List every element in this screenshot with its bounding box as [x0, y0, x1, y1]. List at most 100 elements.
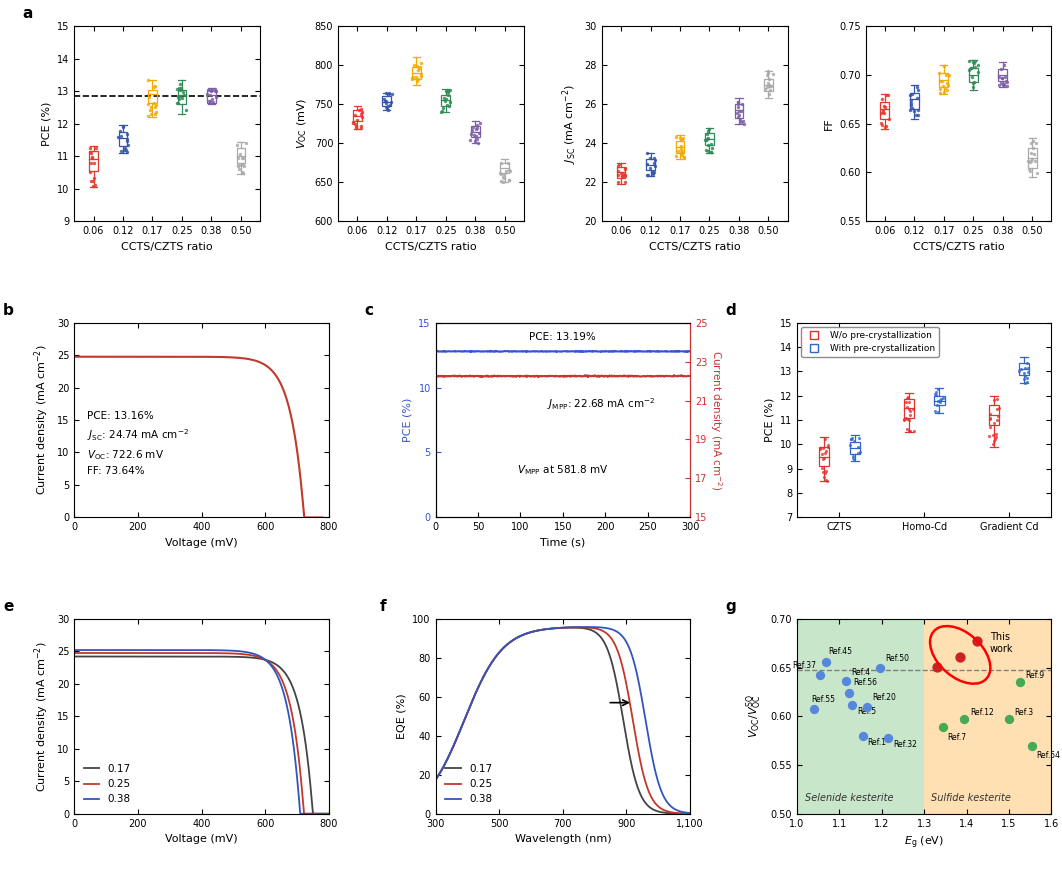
Point — [84, 151, 101, 165]
Point — [813, 461, 830, 475]
Text: $V_\mathrm{MPP}$ at 581.8 mV: $V_\mathrm{MPP}$ at 581.8 mV — [517, 463, 609, 477]
Y-axis label: Current density (mA cm$^{-2}$): Current density (mA cm$^{-2}$) — [708, 350, 724, 490]
Y-axis label: $J_\mathrm{SC}$ (mA cm$^{-2}$): $J_\mathrm{SC}$ (mA cm$^{-2}$) — [561, 84, 579, 164]
Point — [469, 136, 486, 150]
0.17 — [628, 771, 640, 781]
Point — [147, 100, 164, 114]
Text: e: e — [3, 599, 14, 614]
Point — [845, 453, 862, 467]
Point — [441, 99, 458, 113]
Bar — [940, 73, 948, 87]
Point — [169, 82, 186, 96]
Point — [438, 84, 455, 98]
Point — [467, 129, 484, 143]
Point — [1023, 136, 1040, 150]
Point — [83, 156, 100, 170]
Point — [353, 107, 370, 121]
Point — [434, 101, 451, 115]
Bar — [998, 69, 1007, 80]
Point — [469, 132, 486, 146]
Point — [233, 158, 250, 172]
0.17 — [456, 721, 468, 732]
Point — [815, 452, 832, 466]
Point — [981, 420, 998, 434]
Point — [988, 430, 1005, 444]
Point — [871, 661, 888, 675]
Point — [1023, 146, 1040, 160]
0.38 — [171, 645, 184, 655]
Point — [85, 172, 102, 186]
Point — [641, 160, 658, 174]
Point — [82, 164, 99, 178]
Y-axis label: FF: FF — [824, 117, 834, 130]
Point — [927, 387, 944, 401]
Point — [966, 53, 983, 67]
Bar — [442, 94, 450, 106]
Point — [935, 79, 952, 93]
Point — [440, 85, 457, 99]
Point — [115, 120, 132, 134]
Point — [995, 76, 1012, 90]
Point — [472, 116, 489, 130]
Point — [119, 144, 136, 158]
Point — [234, 150, 251, 164]
0.38 — [429, 774, 442, 785]
Point — [820, 440, 837, 454]
Point — [929, 382, 946, 396]
Point — [932, 86, 949, 100]
Point — [171, 80, 188, 94]
Point — [993, 71, 1010, 85]
Point — [379, 102, 396, 116]
0.17 — [271, 660, 284, 670]
0.25 — [267, 661, 279, 671]
Point — [84, 174, 101, 188]
Point — [815, 440, 832, 454]
0.25 — [243, 649, 256, 660]
Point — [876, 107, 893, 121]
Point — [465, 120, 482, 134]
Point — [232, 147, 249, 161]
Point — [873, 116, 890, 130]
Point — [493, 167, 510, 181]
Point — [169, 90, 186, 104]
Point — [617, 175, 634, 189]
Point — [988, 427, 1005, 441]
Text: Ref.37: Ref.37 — [792, 661, 817, 669]
Point — [116, 141, 133, 155]
Point — [675, 150, 692, 164]
Point — [874, 106, 891, 120]
Point — [898, 422, 915, 436]
Point — [348, 113, 365, 127]
Text: c: c — [364, 303, 374, 318]
Point — [730, 95, 747, 109]
Point — [347, 116, 364, 130]
Point — [172, 77, 189, 91]
Point — [895, 413, 912, 427]
0.17 — [323, 808, 336, 819]
Point — [939, 83, 956, 97]
Text: Selenide kesterite: Selenide kesterite — [805, 793, 894, 803]
Point — [817, 466, 834, 480]
Point — [931, 393, 948, 407]
Point — [902, 424, 919, 438]
Point — [932, 392, 949, 406]
Point — [1018, 371, 1035, 385]
Point — [383, 88, 400, 102]
Point — [1026, 147, 1043, 161]
Bar — [880, 102, 889, 119]
Point — [441, 94, 458, 108]
Point — [345, 115, 362, 129]
Point — [413, 69, 430, 83]
Point — [1022, 155, 1039, 169]
0.25 — [181, 648, 193, 658]
Point — [817, 444, 834, 458]
Point — [500, 164, 517, 178]
Point — [700, 131, 717, 145]
Point — [408, 70, 425, 84]
Point — [1016, 372, 1033, 386]
0.17 — [171, 651, 184, 662]
Point — [119, 137, 136, 151]
Point — [119, 127, 136, 141]
Point — [851, 445, 868, 459]
Point — [638, 158, 655, 172]
